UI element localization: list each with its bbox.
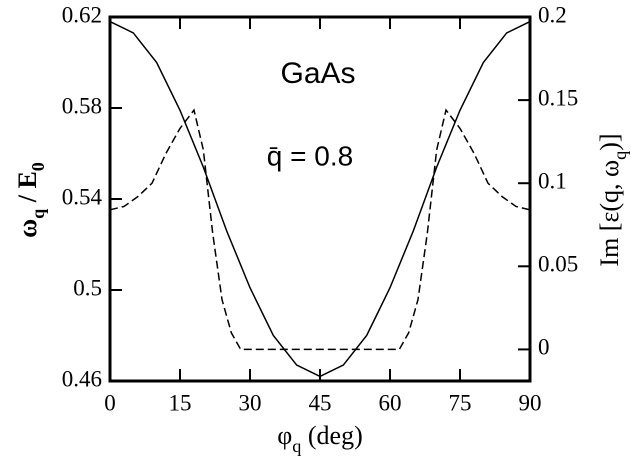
data-line [109, 108, 531, 351]
annotation: GaAs [280, 57, 355, 90]
x-tick-label: 90 [519, 390, 542, 415]
annotation: q̄ = 0.8 [267, 140, 353, 171]
y-axis-label-part: ω [13, 219, 42, 238]
x-axis-label: φq (deg) [277, 421, 362, 456]
x-axis-label-part: (deg) [301, 421, 362, 450]
y-axis-label: ωq / E0 [13, 162, 48, 238]
y-tick-label: 0.46 [62, 366, 102, 391]
y2-tick-label: 0.1 [538, 168, 567, 193]
y2-axis-label-part: q [610, 151, 630, 160]
y2-axis-label-part: Im [ε(q, ω [595, 160, 624, 267]
y-tick-label: 0.54 [62, 184, 103, 209]
x-tick-label: 60 [379, 390, 402, 415]
y-tick-label: 0.58 [62, 93, 102, 118]
x-tick-label: 45 [309, 390, 332, 415]
x-tick-label: 15 [169, 390, 192, 415]
y2-axis-label: Im [ε(q, ωq)] [595, 133, 630, 266]
x-axis-label-part: q [292, 436, 301, 456]
y2-tick-label: 0.05 [538, 252, 578, 277]
x-axis-label-part: φ [277, 421, 292, 450]
x-tick-label: 30 [239, 390, 262, 415]
y-tick-label: 0.5 [73, 275, 102, 300]
y2-tick-label: 0 [538, 335, 550, 360]
y2-axis-label-part: )] [595, 133, 624, 150]
y2-tick-label: 0.2 [538, 2, 567, 27]
x-tick-label: 0 [104, 390, 116, 415]
y2-tick-label: 0.15 [538, 85, 578, 110]
y-axis-label-part: q [28, 209, 48, 219]
data-line [109, 20, 531, 378]
x-tick-label: 75 [449, 390, 472, 415]
y-axis-label-part: 0 [28, 162, 48, 171]
y-axis-label-part: / E [13, 171, 42, 209]
y-tick-label: 0.62 [62, 2, 102, 27]
